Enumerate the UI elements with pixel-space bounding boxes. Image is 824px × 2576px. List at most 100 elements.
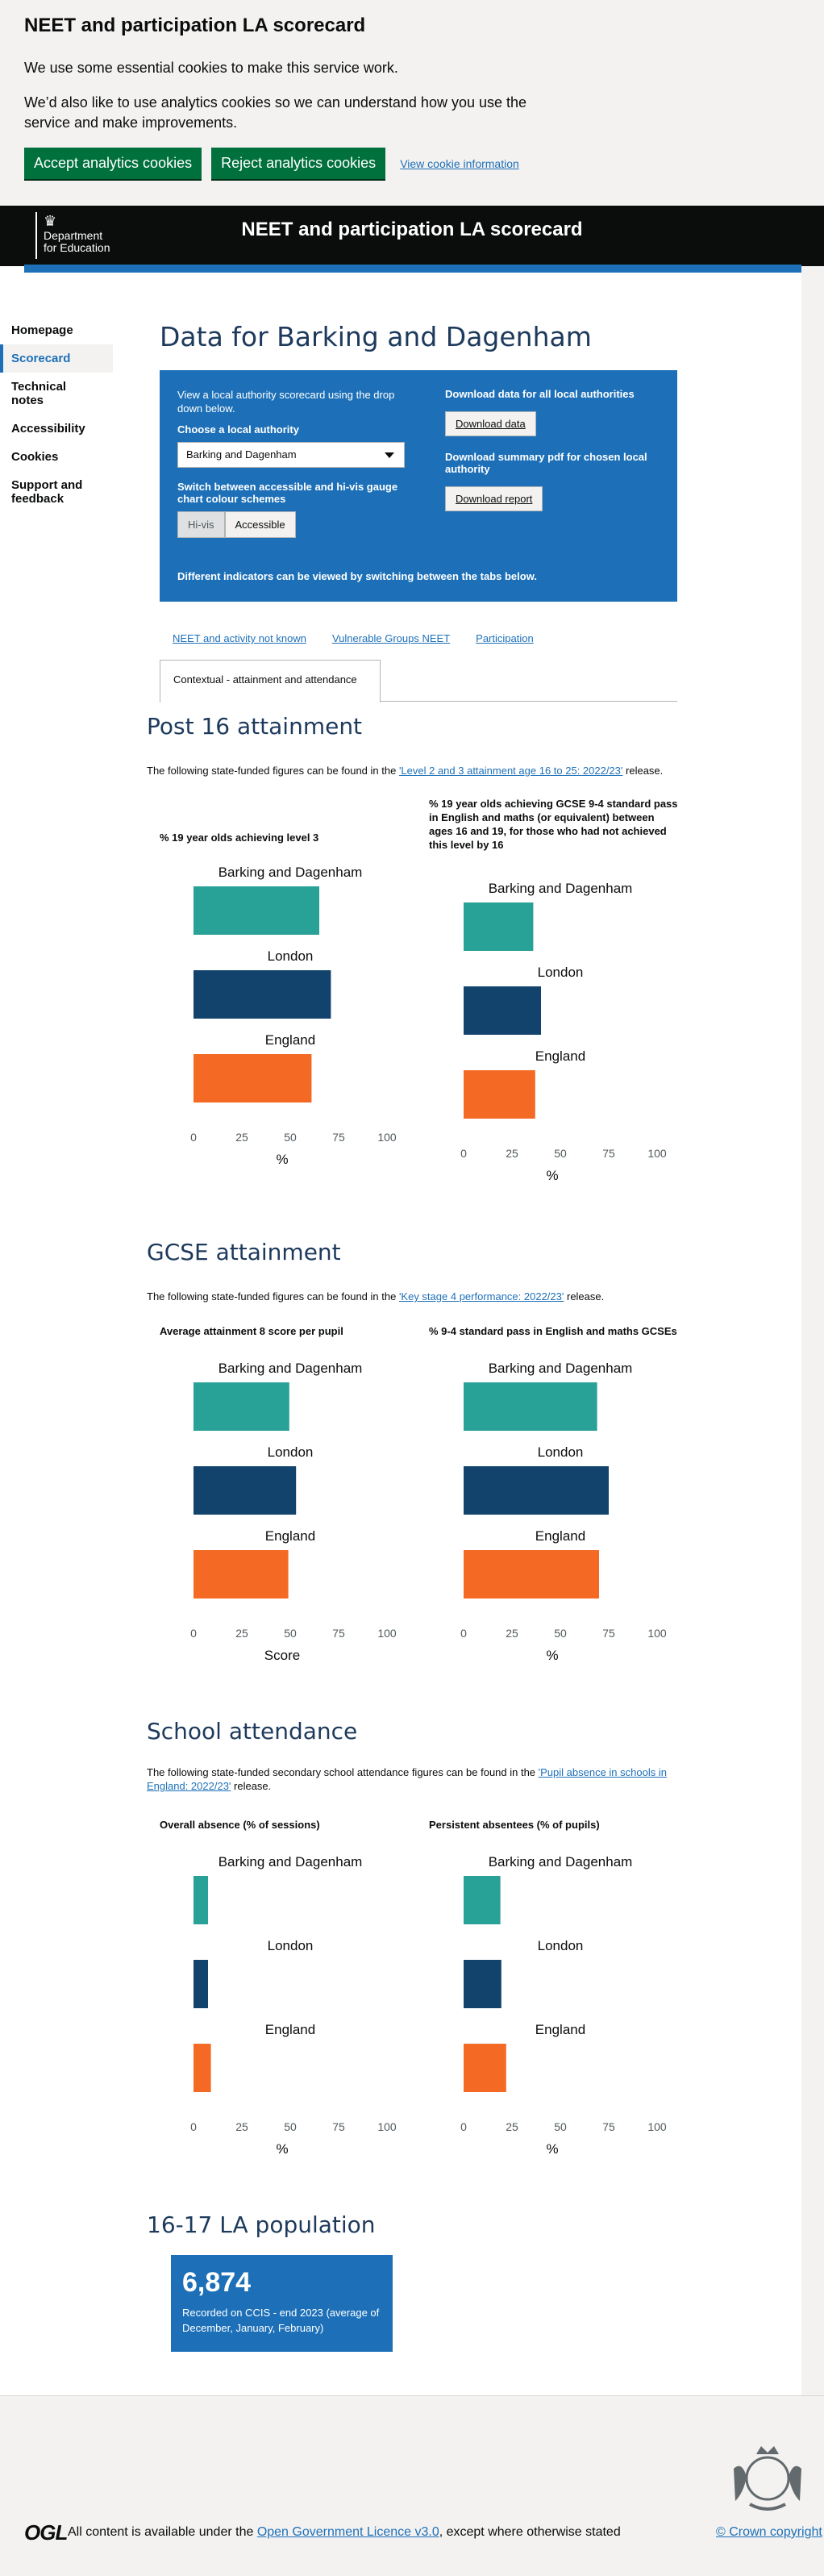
licence-link[interactable]: Open Government Licence v3.0 — [256, 2525, 439, 2539]
nav-cookies[interactable]: Cookies — [11, 450, 59, 464]
bar-la-c3 — [194, 1382, 289, 1431]
chart-gcse-pass: Barking and Dagenham London England 0 25 50 75… — [460, 1361, 667, 1663]
dept-name-line1: Department — [44, 229, 103, 242]
post16-release-link[interactable]: 'Level 2 and 3 attainment age 16 to 25: … — [398, 765, 623, 777]
population-section: 16-17 LA population — [147, 2211, 679, 2238]
dept-name-line2: for Education — [44, 241, 110, 254]
bar-england-c4 — [464, 1550, 599, 1599]
post16-intro-text: The following state-funded figures can b… — [147, 765, 399, 777]
x-tick-75-c1: 75 — [332, 1131, 345, 1144]
colour-scheme-toggle: Hi-vis Accessible — [177, 511, 419, 538]
x-tick-75-c4: 75 — [602, 1627, 615, 1640]
x-tick-25-c5: 25 — [235, 2120, 248, 2133]
x-tick-50-c1: 50 — [284, 1131, 297, 1144]
label-london-c6: London — [538, 1938, 584, 1953]
label-la-c3: Barking and Dagenham — [218, 1361, 363, 1376]
x-tick-0-c6: 0 — [460, 2120, 467, 2133]
download-pdf-label: Download summary pdf for chosen local au… — [445, 451, 647, 475]
bar-england-c6 — [464, 2044, 506, 2092]
cookie-analytics-text: We’d also like to use analytics cookies … — [24, 94, 527, 131]
scorecard-options-panel: View a local authority scorecard using t… — [160, 370, 677, 602]
label-la-c4: Barking and Dagenham — [489, 1361, 633, 1376]
header-accent-bar — [24, 265, 801, 273]
accept-cookies-button[interactable]: Accept analytics cookies — [24, 148, 202, 179]
x-axis-label-c1: % — [276, 1152, 288, 1167]
crest-icon: ♛ — [44, 213, 57, 229]
x-tick-0-c5: 0 — [190, 2120, 197, 2133]
bar-london-c6 — [464, 1960, 501, 2008]
bar-la-c5 — [194, 1876, 208, 1924]
bar-london-c4 — [464, 1466, 609, 1515]
label-england-c3: England — [265, 1528, 315, 1544]
tab-neet-activity[interactable]: NEET and activity not known — [173, 632, 306, 644]
post16-intro: The following state-funded figures can b… — [147, 764, 679, 777]
label-la-c1: Barking and Dagenham — [218, 865, 363, 880]
service-title: NEET and participation LA scorecard — [241, 219, 583, 240]
gcse-title: GCSE attainment — [147, 1239, 341, 1265]
tab-contextual[interactable]: Contextual - attainment and attendance — [160, 660, 381, 702]
chart-title-level3: % 19 year olds achieving level 3 — [160, 832, 319, 844]
x-tick-25-c2: 25 — [506, 1147, 518, 1160]
hivis-toggle-button[interactable]: Hi-vis — [177, 511, 225, 538]
la-select[interactable]: Barking and Dagenham — [177, 442, 405, 468]
x-tick-50-c2: 50 — [554, 1147, 567, 1160]
gcse-release-link[interactable]: 'Key stage 4 performance: 2022/23' — [398, 1290, 564, 1303]
page-title: Data for Barking and Dagenham — [160, 321, 592, 352]
x-axis-label-c3: Score — [264, 1648, 300, 1663]
nav-accessibility[interactable]: Accessibility — [11, 422, 85, 436]
panel-right-column: Download data for all local authorities … — [445, 388, 663, 526]
x-tick-75-c5: 75 — [332, 2120, 345, 2133]
label-england-c6: England — [535, 2022, 585, 2037]
cookie-banner-title: NEET and participation LA scorecard — [24, 15, 366, 36]
x-tick-0-c3: 0 — [190, 1627, 197, 1640]
label-la-c2: Barking and Dagenham — [489, 881, 633, 896]
bar-london-c3 — [194, 1466, 297, 1515]
nav-technical-notes[interactable]: Technical notes — [11, 380, 67, 407]
nav-scorecard[interactable]: Scorecard — [0, 344, 113, 373]
reject-cookies-button[interactable]: Reject analytics cookies — [211, 148, 386, 179]
attendance-release-link[interactable]: 'Pupil absence in schools in England: 20… — [147, 1766, 667, 1792]
bar-london-c2 — [464, 986, 541, 1035]
population-title: 16-17 LA population — [147, 2211, 376, 2238]
x-tick-50-c3: 50 — [284, 1627, 297, 1640]
nav-homepage[interactable]: Homepage — [11, 323, 73, 337]
side-navigation: Homepage Scorecard Technical notes Acces… — [0, 316, 113, 513]
x-axis-label-c4: % — [546, 1648, 558, 1663]
tab-vulnerable-groups[interactable]: Vulnerable Groups NEET — [331, 632, 451, 644]
crown-copyright-link[interactable]: © Crown copyright — [716, 2525, 822, 2539]
cookie-buttons: Accept analytics cookies Reject analytic… — [24, 148, 800, 179]
nav-support-feedback[interactable]: Support and feedback — [11, 478, 83, 506]
population-value: 6,874 — [182, 2267, 252, 2298]
download-report-button[interactable]: Download report — [445, 486, 543, 511]
x-tick-75-c6: 75 — [602, 2120, 615, 2133]
gcse-section: GCSE attainment The following state-fund… — [147, 1239, 679, 1303]
tab-participation[interactable]: Participation — [476, 632, 534, 644]
gcse-intro: The following state-funded figures can b… — [147, 1290, 679, 1303]
x-tick-25-c6: 25 — [506, 2120, 518, 2133]
x-tick-25-c3: 25 — [235, 1627, 248, 1640]
bar-london-c5 — [194, 1960, 208, 2008]
post16-section: Post 16 attainment The following state-f… — [147, 713, 679, 1245]
chart-level3: Barking and Dagenham London England 0 25 50 75… — [190, 865, 397, 1167]
bar-la-c6 — [464, 1876, 501, 1924]
right-margin-strip — [801, 266, 824, 2395]
view-cookie-info-link[interactable]: View cookie information — [400, 156, 519, 170]
la-select-value: Barking and Dagenham — [186, 448, 297, 461]
population-card: 6,874 Recorded on CCIS - end 2023 (avera… — [171, 2255, 393, 2352]
dfe-logo[interactable]: ♛ Department for Education — [35, 212, 113, 259]
attendance-section: School attendance The following state-fu… — [147, 1718, 679, 1793]
x-tick-25-c4: 25 — [506, 1627, 518, 1640]
attendance-intro-end: release. — [231, 1780, 272, 1792]
chart-title-attainment8: Average attainment 8 score per pupil — [160, 1325, 343, 1337]
site-footer: OGL All content is available under the O… — [0, 2395, 824, 2576]
x-tick-0-c1: 0 — [190, 1131, 197, 1144]
x-axis-label-c2: % — [546, 1168, 558, 1183]
bar-england-c5 — [194, 2044, 211, 2092]
bar-la-c2 — [464, 902, 534, 951]
x-tick-75-c3: 75 — [332, 1627, 345, 1640]
accessible-toggle-button[interactable]: Accessible — [224, 511, 296, 538]
label-la-c6: Barking and Dagenham — [489, 1854, 633, 1869]
download-data-button[interactable]: Download data — [445, 411, 536, 436]
x-tick-25-c1: 25 — [235, 1131, 248, 1144]
panel-tabs-note: Different indicators can be viewed by sw… — [177, 570, 537, 582]
